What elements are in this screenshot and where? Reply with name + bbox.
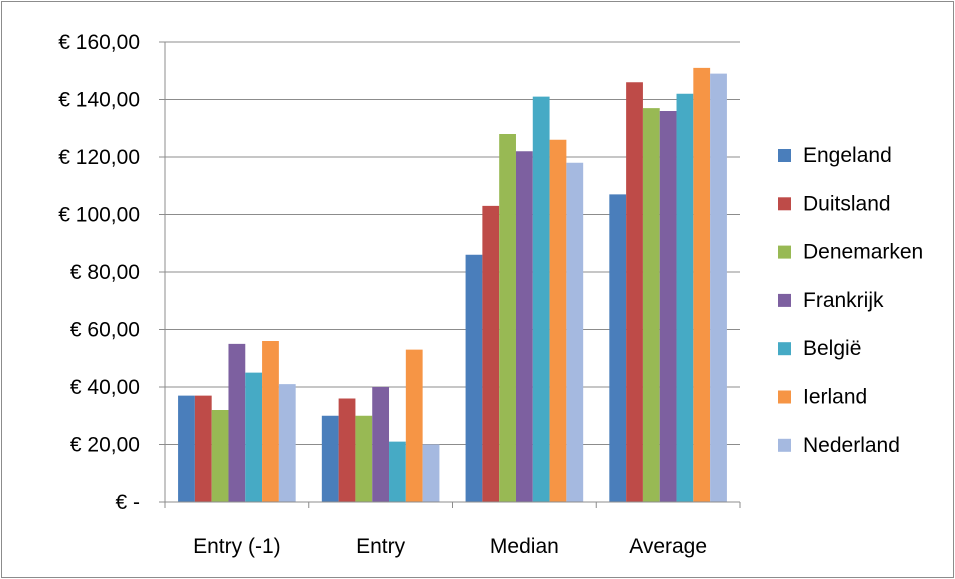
legend-label: België [803, 337, 861, 360]
bar-duitsland [194, 395, 212, 502]
y-tick-label: € 120,00 [58, 146, 140, 169]
legend-swatch [778, 245, 791, 259]
bar-duitsland [482, 205, 500, 502]
bar-engeland [465, 254, 483, 502]
bar-ierland [693, 67, 711, 502]
bar-nederland [278, 384, 296, 502]
legend-label: Engeland [803, 144, 892, 167]
legend-swatch [778, 438, 791, 452]
bar-nederland [422, 444, 440, 502]
bar-nederland [566, 162, 584, 502]
bar-frankrijk [228, 343, 246, 502]
bar-duitsland [338, 398, 356, 502]
legend-swatch [778, 390, 791, 404]
legend-swatch [778, 197, 791, 211]
bar-frankrijk [372, 387, 390, 502]
legend-label: Ierland [803, 386, 867, 409]
bar-ierland [262, 341, 279, 502]
bar-ierland [549, 139, 567, 502]
bar-engeland [178, 395, 195, 502]
bar-duitsland [626, 82, 643, 502]
x-category-label: Entry [356, 535, 406, 558]
bar-nederland [710, 73, 727, 502]
legend-swatch [778, 149, 791, 162]
legend: Engeland Duitsland Denemarken Frankrijk Belg… [778, 144, 923, 457]
bar-belgi- [389, 441, 406, 502]
legend-label: Denemarken [803, 241, 923, 264]
bar-belgi- [245, 372, 263, 502]
bar-frankrijk [515, 151, 533, 502]
axes [159, 41, 741, 508]
bar-ierland [405, 349, 423, 502]
legend-label: Frankrijk [803, 289, 884, 312]
bar-frankrijk [659, 111, 677, 502]
y-tick-label: € 80,00 [70, 261, 140, 284]
y-tick-label: € - [115, 491, 140, 514]
bar-engeland [321, 415, 339, 502]
bar-denemarken [355, 415, 373, 502]
legend-swatch [778, 342, 791, 356]
bar-engeland [609, 194, 627, 502]
x-category-label: Median [490, 535, 559, 558]
legend-label: Nederland [803, 434, 900, 457]
x-category-label: Entry (-1) [193, 535, 281, 558]
y-tick-label: € 140,00 [58, 89, 140, 112]
bar-denemarken [211, 410, 229, 502]
legend-swatch [778, 293, 791, 307]
y-tick-labels: € - € 20,00 € 40,00 € 60,00 € 80,00 € 100,00 €… [58, 31, 140, 514]
bars [178, 67, 727, 502]
bar-belgi- [532, 96, 550, 502]
bar-denemarken [499, 134, 516, 502]
y-tick-label: € 60,00 [70, 319, 140, 342]
x-category-label: Average [629, 535, 707, 558]
bar-denemarken [642, 108, 660, 502]
x-category-labels: Entry (-1) Entry Median Average [193, 535, 707, 558]
y-tick-label: € 160,00 [58, 31, 140, 54]
bar-belgi- [676, 93, 694, 502]
y-tick-label: € 40,00 [70, 376, 140, 399]
legend-label: Duitsland [803, 192, 891, 215]
y-tick-label: € 100,00 [58, 204, 140, 227]
y-tick-label: € 20,00 [70, 434, 140, 457]
